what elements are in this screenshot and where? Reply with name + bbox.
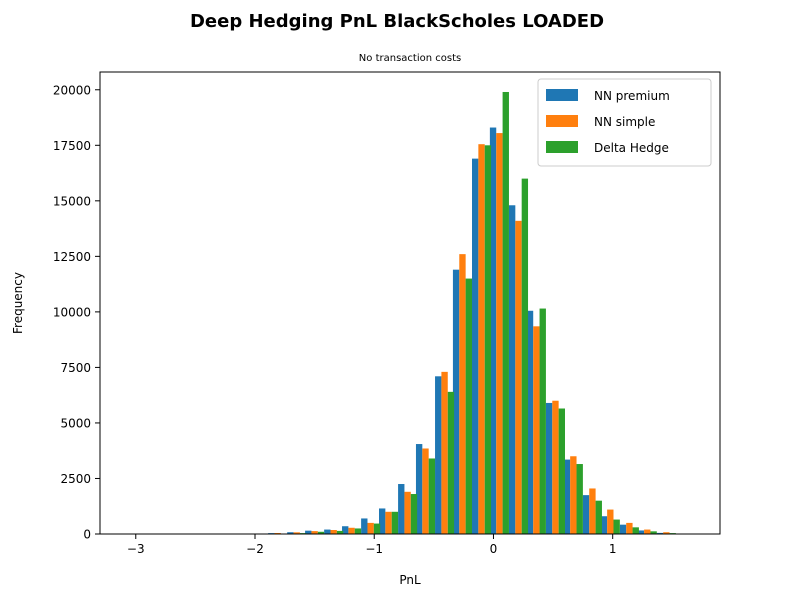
bar-3-23 bbox=[539, 308, 546, 534]
bar-1-14 bbox=[361, 518, 368, 534]
bar-3-28 bbox=[632, 527, 639, 534]
plot-area-frame bbox=[99, 71, 721, 535]
bar-3-15 bbox=[391, 511, 399, 534]
y-tick-label: 12500 bbox=[53, 250, 91, 264]
chart-subtitle: No transaction costs bbox=[359, 53, 461, 64]
legend-label: Delta Hedge bbox=[594, 141, 669, 155]
bar-3-13 bbox=[354, 528, 362, 534]
bar-1-20 bbox=[472, 158, 479, 535]
legend-swatch bbox=[546, 115, 578, 127]
bar-1-21 bbox=[489, 127, 497, 534]
legend-swatch bbox=[546, 89, 578, 101]
bar-1-30 bbox=[656, 532, 664, 534]
bar-1-12 bbox=[324, 529, 331, 534]
y-tick-label: 15000 bbox=[53, 194, 91, 208]
bar-3-18 bbox=[447, 391, 455, 534]
bar-1-23 bbox=[526, 310, 534, 534]
bar-3-11 bbox=[317, 531, 325, 534]
series-3-bars bbox=[299, 91, 676, 535]
bar-2-18 bbox=[441, 371, 448, 534]
bar-1-17 bbox=[415, 444, 423, 534]
bar-2-11 bbox=[311, 531, 318, 534]
bar-2-28 bbox=[626, 522, 633, 534]
bar-2-15 bbox=[385, 511, 392, 534]
bar-1-22 bbox=[508, 205, 516, 534]
bar-1-18 bbox=[435, 376, 442, 534]
x-tick-label: −2 bbox=[246, 542, 264, 556]
bar-2-12 bbox=[330, 530, 337, 534]
bar-1-28 bbox=[619, 524, 627, 534]
y-tick-label: 5000 bbox=[60, 416, 91, 430]
y-tick-label: 10000 bbox=[53, 305, 91, 319]
bar-2-21 bbox=[496, 133, 503, 534]
bar-2-23 bbox=[533, 326, 540, 534]
legend-box bbox=[537, 78, 712, 167]
bar-2-22 bbox=[515, 220, 522, 534]
bar-1-25 bbox=[563, 459, 571, 534]
bar-1-27 bbox=[600, 516, 608, 534]
legend-label: NN premium bbox=[594, 89, 670, 103]
x-tick-label: −3 bbox=[127, 542, 145, 556]
x-tick-label: 1 bbox=[609, 542, 617, 556]
y-tick-label: 17500 bbox=[53, 139, 91, 153]
bar-2-16 bbox=[404, 491, 411, 534]
bar-3-22 bbox=[521, 178, 529, 534]
bar-3-17 bbox=[428, 458, 436, 534]
x-axis-label: PnL bbox=[399, 573, 421, 587]
bar-1-24 bbox=[545, 402, 553, 534]
bar-2-19 bbox=[459, 254, 466, 534]
bar-1-11 bbox=[305, 530, 312, 534]
bar-1-19 bbox=[452, 269, 460, 534]
chart-title: Deep Hedging PnL BlackScholes LOADED bbox=[190, 11, 604, 32]
bar-2-17 bbox=[422, 448, 429, 534]
bar-3-26 bbox=[595, 500, 602, 534]
bar-2-10 bbox=[293, 532, 300, 534]
x-tick-label: 0 bbox=[490, 542, 498, 556]
bar-layer bbox=[120, 91, 676, 535]
bar-1-26 bbox=[582, 495, 590, 534]
bar-1-13 bbox=[342, 526, 349, 534]
bar-3-19 bbox=[465, 278, 472, 534]
bar-1-29 bbox=[637, 530, 645, 534]
series-1-bars bbox=[120, 127, 664, 535]
bar-3-29 bbox=[650, 531, 657, 534]
y-tick-label: 20000 bbox=[53, 83, 91, 97]
bar-1-16 bbox=[398, 484, 405, 534]
bar-3-24 bbox=[558, 408, 565, 534]
bar-2-24 bbox=[552, 400, 559, 534]
bar-2-29 bbox=[644, 529, 651, 534]
bar-2-27 bbox=[607, 509, 614, 534]
bar-3-21 bbox=[502, 91, 509, 535]
bar-3-25 bbox=[576, 464, 583, 534]
bar-2-26 bbox=[589, 488, 596, 534]
y-axis-label: Frequency bbox=[11, 272, 25, 334]
y-axis-ticks: 0 2500 5000 7500 10000 12500 15000 17500 20000 bbox=[53, 83, 100, 542]
bar-1-10 bbox=[287, 532, 294, 534]
bar-2-14 bbox=[367, 522, 374, 534]
legend-swatch bbox=[546, 141, 578, 153]
bar-2-30 bbox=[663, 532, 670, 534]
y-tick-label: 0 bbox=[83, 528, 91, 542]
y-tick-label: 7500 bbox=[60, 361, 91, 375]
x-axis-ticks: −3 −2 −1 0 1 bbox=[127, 534, 617, 556]
x-tick-label: −1 bbox=[365, 542, 383, 556]
bar-2-20 bbox=[478, 144, 485, 534]
bar-1-15 bbox=[379, 508, 386, 534]
bar-2-13 bbox=[348, 527, 355, 534]
bar-3-14 bbox=[373, 523, 381, 534]
bar-2-25 bbox=[570, 456, 577, 534]
bar-3-16 bbox=[410, 494, 418, 534]
legend: NN premium NN simple Delta Hedge bbox=[537, 78, 712, 167]
bar-3-12 bbox=[336, 530, 344, 534]
series-2-bars bbox=[126, 133, 670, 535]
y-tick-label: 2500 bbox=[60, 472, 91, 486]
bar-3-27 bbox=[613, 519, 620, 534]
legend-label: NN simple bbox=[594, 115, 655, 129]
bar-3-20 bbox=[484, 145, 492, 535]
